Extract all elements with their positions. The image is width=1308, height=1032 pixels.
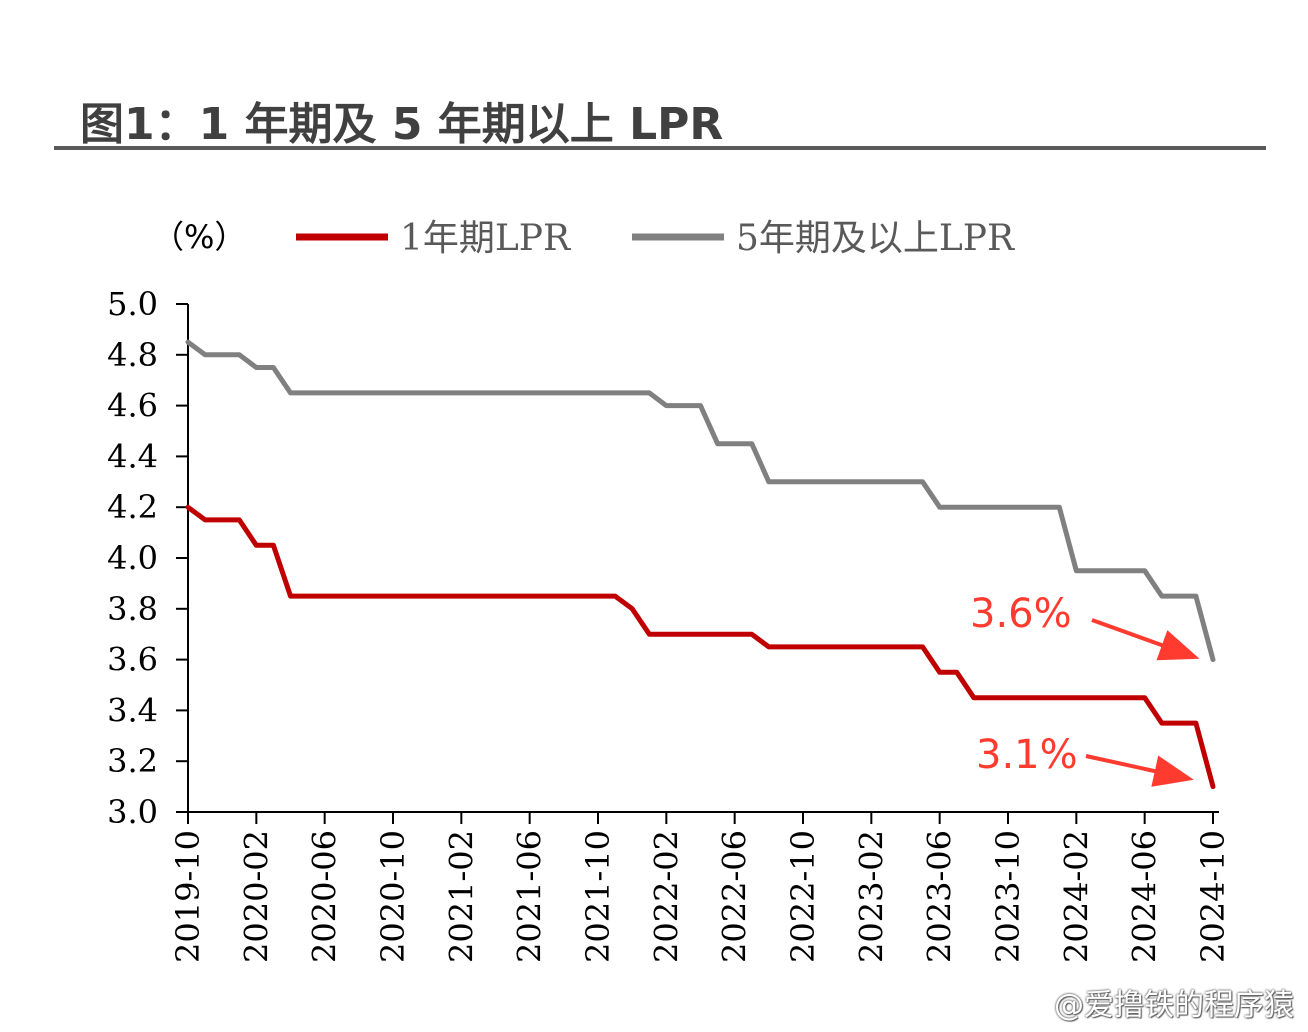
x-tick-label: 2022-06 [716, 830, 754, 963]
page-title: 图1：1 年期及 5 年期以上 LPR [80, 99, 724, 150]
legend-label: 1年期LPR [400, 218, 571, 259]
x-tick-label: 2024-02 [1057, 830, 1095, 963]
y-tick-label: 5.0 [107, 285, 158, 323]
annotation-label: 3.6% [970, 591, 1072, 637]
annotation-label: 3.1% [976, 732, 1078, 778]
series-line-5y-lpr [185, 339, 1216, 663]
title-divider [54, 146, 1266, 150]
x-tick-label: 2023-06 [921, 830, 959, 963]
annotation-arrow [1085, 754, 1194, 787]
x-tick-label: 2024-10 [1194, 830, 1232, 963]
y-tick-label: 3.8 [107, 590, 158, 628]
y-tick-label: 3.0 [107, 793, 158, 831]
x-tick-label: 2022-02 [647, 830, 685, 963]
watermark: @爱撸铁的程序猿 [1054, 988, 1294, 1023]
y-tick-label: 4.8 [107, 336, 158, 374]
x-tick-label: 2020-06 [306, 830, 344, 963]
x-tick-label: 2021-02 [442, 830, 480, 963]
y-tick-label: 4.0 [107, 539, 158, 577]
y-tick-label: 4.4 [107, 437, 158, 475]
x-tick-label: 2023-02 [852, 830, 890, 963]
x-tick-label: 2021-10 [579, 830, 617, 963]
x-tick-label: 2020-02 [237, 830, 275, 963]
x-tick-label: 2022-10 [784, 830, 822, 963]
y-tick-label: 4.6 [107, 387, 158, 425]
x-tick-label: 2023-10 [989, 830, 1027, 963]
x-tick-label: 2019-10 [169, 830, 207, 963]
y-unit-label: （%） [152, 218, 246, 256]
annotation-arrow [1091, 618, 1200, 661]
y-tick-label: 3.6 [107, 641, 158, 679]
y-tick-label: 3.2 [107, 742, 158, 780]
x-tick-label: 2024-06 [1126, 830, 1164, 963]
y-tick-label: 4.2 [107, 488, 158, 526]
x-tick-label: 2021-06 [511, 830, 549, 963]
legend-label: 5年期及以上LPR [736, 218, 1015, 259]
series-line-1y-lpr [185, 504, 1216, 790]
y-tick-label: 3.4 [107, 691, 158, 729]
x-tick-label: 2020-10 [374, 830, 412, 963]
